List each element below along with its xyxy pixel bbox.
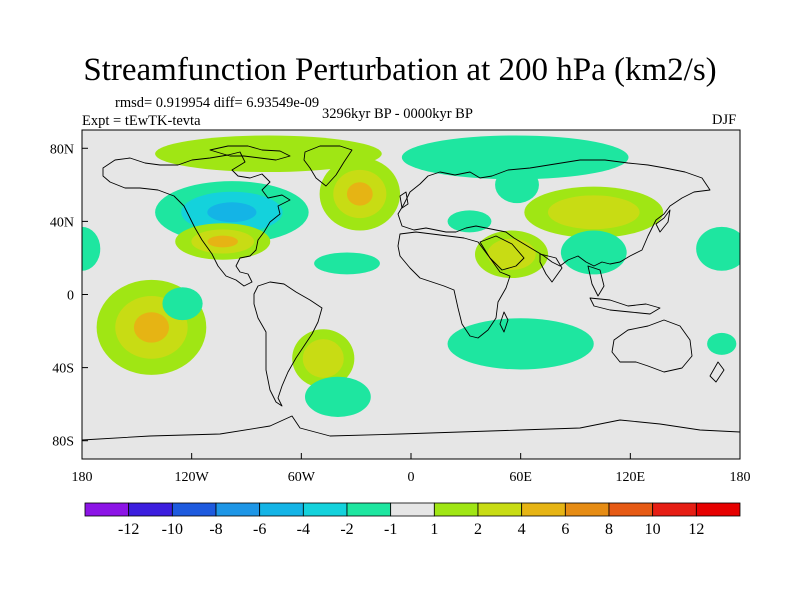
anomaly-4-level-0	[314, 252, 380, 275]
anomaly-9-level-1	[547, 195, 640, 230]
anomaly-3-level-2	[346, 182, 373, 206]
coast-south-america	[253, 281, 323, 407]
colorbar-swatch	[128, 502, 173, 517]
axes: 180 120W 60W 0 60E 120E 180 80N 40N 0 40S 80S	[50, 142, 751, 485]
colorbar-label: -1	[384, 521, 397, 538]
coast-uk	[399, 191, 409, 209]
x-tick-label: 0	[408, 470, 415, 485]
colorbar-swatch	[608, 502, 654, 517]
anomaly-18-level-0	[707, 332, 737, 355]
coast-india	[539, 253, 563, 283]
coast-north-america	[102, 151, 291, 287]
colorbar-label: 12	[688, 521, 704, 538]
x-tick-label: 180	[730, 470, 751, 485]
coast-africa	[397, 231, 511, 339]
coastlines	[82, 145, 740, 441]
anomaly-0-level-2	[207, 202, 257, 223]
anomaly-6-level-0	[495, 166, 539, 204]
colorbar-swatch	[695, 502, 741, 517]
colorbar-label: -10	[162, 521, 183, 538]
colorbar-swatch	[521, 502, 566, 517]
coast-new-zealand	[709, 361, 725, 383]
coast-europe-asia	[397, 159, 711, 267]
y-tick-label: 80S	[52, 435, 74, 450]
x-tick-label: 120E	[616, 470, 646, 485]
colorbar-label: 8	[605, 521, 613, 538]
colorbar-label: -8	[209, 521, 222, 538]
coast-arabia	[479, 235, 525, 271]
colorbar-label: -6	[253, 521, 266, 538]
y-tick-label: 80N	[50, 142, 74, 157]
colorbar-label: 2	[474, 521, 482, 538]
anomaly-8-level-1	[487, 238, 536, 270]
colorbar-swatch	[171, 502, 217, 517]
coast-japan	[655, 209, 671, 233]
x-tick-label: 120W	[175, 470, 210, 485]
coast-southeast-asia	[587, 265, 605, 297]
colorbar-swatch	[390, 502, 435, 517]
colorbar-swatch	[215, 502, 261, 517]
colorbar-swatch	[477, 502, 523, 517]
colorbar-swatch	[346, 502, 392, 517]
season-label: DJF	[712, 112, 737, 128]
colorbar-swatch	[433, 502, 479, 517]
colorbar-label: 10	[645, 521, 661, 538]
plot-area	[82, 130, 740, 459]
x-tick-label: 180	[72, 470, 93, 485]
anomaly-12-level-0	[82, 226, 101, 271]
colorbar-label: -2	[340, 521, 353, 538]
anomaly-17-level-0	[447, 318, 594, 370]
anomaly-10-level-0	[560, 230, 627, 275]
coast-canada-islands	[209, 145, 291, 161]
colorbar-swatch	[564, 502, 610, 517]
anomaly-13-level-2	[133, 312, 170, 343]
anomaly-5-level-0	[401, 135, 629, 180]
colorbar-label: 6	[561, 521, 569, 538]
coast-madagascar	[499, 311, 509, 333]
colorbar-label: 1	[430, 521, 438, 538]
colorbar-swatch	[259, 502, 304, 517]
colorbar-swatch	[652, 502, 697, 517]
y-tick-label: 40S	[52, 362, 74, 377]
anomaly-1-level-0	[155, 135, 382, 173]
x-tick-label: 60E	[509, 470, 532, 485]
experiment-label: Expt = tEwTK-tevta	[82, 113, 201, 129]
anomaly-15-level-1	[302, 339, 344, 378]
period-label: 3296kyr BP - 0000kyr BP	[322, 106, 473, 122]
chart-title: Streamfunction Perturbation at 200 hPa (…	[83, 52, 717, 88]
anomaly-7-level-0	[447, 210, 492, 233]
colorbar-label: -4	[297, 521, 310, 538]
colorbar-swatch	[302, 502, 348, 517]
anomaly-2-level-2	[207, 235, 238, 248]
y-tick-label: 0	[67, 289, 74, 304]
anomaly-11-level-0	[696, 226, 740, 271]
coast-antarctica	[82, 415, 740, 441]
x-tick-label: 60W	[288, 470, 316, 485]
colorbar: -12 -10 -8 -6 -4 -2 -1 1 2 4 6 8 10 12	[84, 502, 741, 538]
coast-australia	[611, 319, 693, 373]
anomaly-14-level-0	[162, 287, 203, 321]
coast-greenland	[303, 145, 353, 187]
y-tick-label: 40N	[50, 215, 74, 230]
coast-indonesia	[589, 297, 661, 315]
colorbar-label: 4	[518, 521, 526, 538]
colorbar-swatch	[84, 502, 130, 517]
colorbar-label: -12	[118, 521, 139, 538]
stats-text: rmsd= 0.919954 diff= 6.93549e-09	[115, 95, 320, 111]
anomaly-16-level-0	[304, 376, 371, 417]
